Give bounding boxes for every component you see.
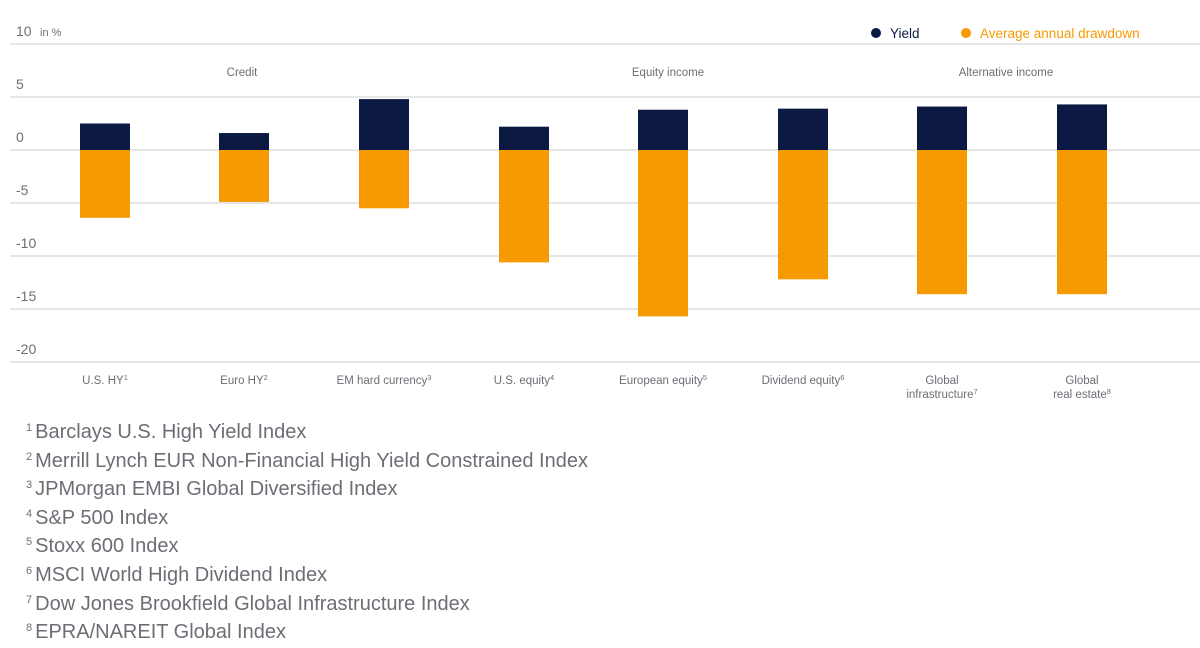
footnote-text: Merrill Lynch EUR Non-Financial High Yie… [35,449,588,472]
yield-bar [1057,104,1107,150]
y-tick-label: -20 [16,341,36,357]
footnote: 5 Stoxx 600 Index [26,530,588,559]
footnote-number: 8 [26,622,33,635]
footnote-number: 5 [26,536,33,549]
y-tick-label: 0 [16,129,24,145]
yield-bar [778,108,828,150]
group-label: Credit [227,67,258,79]
footnote-number: 4 [26,507,33,520]
drawdown-bar [917,150,967,295]
category-label: Euro HY2 [220,373,268,387]
footnote: 7 Dow Jones Brookfield Global Infrastruct… [26,588,588,617]
footnote: 4 S&P 500 Index [26,502,588,531]
group-label: Alternative income [959,67,1054,79]
yield-bar [917,106,967,150]
drawdown-bar [80,150,130,218]
category-label: Global infrastructure7 [906,375,977,401]
bars [80,99,1107,317]
yield-bar [638,109,688,150]
y-tick-label: 5 [16,76,24,92]
drawdown-bar [1057,150,1107,295]
footnote: 6 MSCI World High Dividend Index [26,559,588,588]
y-tick-label: 10 [16,23,32,39]
footnotes: 1 Barclays U.S. High Yield Index 2 Merrill … [26,416,588,645]
footnote-text: MSCI World High Dividend Index [35,563,328,586]
footnote-text: Dow Jones Brookfield Global Infrastructu… [35,592,470,615]
category-label: European equity5 [619,373,707,387]
legend-label: Average annual drawdown [980,26,1140,41]
y-tick-label: -10 [16,235,36,251]
footnote: 2 Merrill Lynch EUR Non-Financial High Yi… [26,445,588,474]
footnote-text: JPMorgan EMBI Global Diversified Index [35,478,398,501]
legend: Yield Average annual drawdown [871,26,1140,41]
footnote-text: EPRA/NAREIT Global Index [35,621,286,644]
drawdown-bar [499,150,549,263]
footnote-number: 7 [26,593,33,606]
yield-bar [499,126,549,150]
footnote-text: Barclays U.S. High Yield Index [35,421,307,443]
category-label: Dividend equity6 [762,373,845,387]
category-label: U.S. equity4 [494,373,554,387]
yield-bar [359,99,409,150]
drawdown-bar [638,150,688,317]
footnote-text: Stoxx 600 Index [35,535,179,558]
yield-bar [80,123,130,150]
group-label: Equity income [632,67,704,79]
yield-bar [219,133,269,150]
bar-chart: 10 5 0 -5 -10 -15 -20 in % Credit Equity income Al… [10,23,1200,401]
drawdown-bar [778,150,828,280]
chart-labels: 10 5 0 -5 -10 -15 -20 in % Credit Equity income Al… [16,23,1111,401]
footnote-number: 2 [26,450,33,463]
legend-drawdown-marker [961,28,971,38]
footnote: 3 JPMorgan EMBI Global Diversified Index [26,473,588,502]
y-unit-label: in % [40,27,62,39]
category-label: EM hard currency3 [337,373,432,387]
drawdown-bar [359,150,409,209]
y-tick-label: -5 [16,182,29,198]
footnote-number: 1 [26,422,33,434]
gridlines [10,43,1200,363]
footnote-number: 3 [26,479,33,492]
footnote: 8 EPRA/NAREIT Global Index [26,616,588,645]
legend-yield-marker [871,28,881,38]
legend-label: Yield [890,26,920,41]
footnote-number: 6 [26,564,33,577]
footnote: 1 Barclays U.S. High Yield Index [26,416,588,445]
drawdown-bar [219,150,269,202]
category-label: U.S. HY1 [82,373,128,387]
footnote-text: S&P 500 Index [35,506,169,529]
category-label: Global real estate8 [1053,375,1111,401]
y-tick-label: -15 [16,288,36,304]
